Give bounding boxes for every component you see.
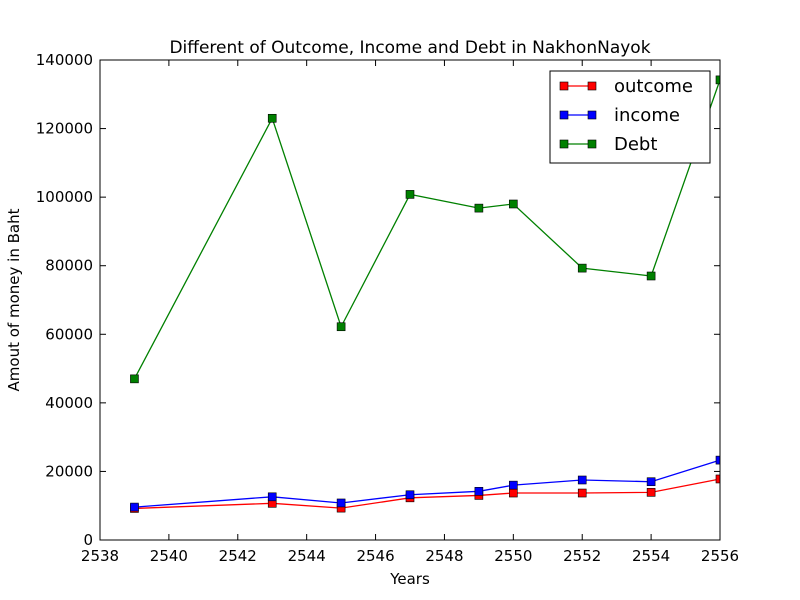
data-point-income — [267, 492, 277, 502]
y-tick-label: 40000 — [45, 394, 93, 412]
x-tick-label: 2548 — [425, 547, 463, 565]
data-point-outcome — [577, 488, 587, 498]
y-axis-label: Amout of money in Baht — [5, 208, 23, 391]
y-tick-label: 0 — [83, 531, 93, 549]
data-point-debt — [130, 374, 139, 384]
legend-marker — [559, 110, 569, 120]
series-line-income — [134, 459, 721, 508]
legend-label-debt: Debt — [614, 134, 657, 155]
data-point-income — [405, 490, 415, 500]
legend: outcome income Debt — [549, 70, 711, 164]
x-tick-label: 2540 — [150, 547, 188, 565]
x-tick-label: 2546 — [356, 547, 394, 565]
data-point-income — [509, 480, 518, 490]
data-point-outcome — [509, 488, 518, 498]
y-tick-label: 80000 — [45, 257, 93, 275]
x-tick-label: 2544 — [288, 547, 326, 565]
data-point-income — [336, 498, 346, 508]
x-tick-label: 2554 — [632, 547, 670, 565]
legend-marker — [559, 139, 569, 149]
data-point-income — [646, 477, 656, 487]
data-point-income — [577, 475, 587, 485]
data-point-debt — [267, 113, 277, 123]
y-tick-label: 20000 — [45, 462, 93, 480]
legend-label-income: income — [614, 105, 680, 126]
data-point-debt — [646, 271, 656, 281]
data-point-income — [130, 502, 139, 512]
legend-marker — [587, 139, 597, 149]
y-tick-label: 140000 — [36, 51, 93, 69]
data-point-debt — [509, 199, 518, 209]
plot-area: 2538 2540 2542 2544 2546 2548 2550 2552 2554 2556… — [36, 0, 800, 565]
plot-clip-mask — [720, 0, 800, 560]
x-axis-label: Years — [389, 570, 430, 588]
legend-marker — [587, 110, 597, 120]
legend-marker — [587, 81, 597, 91]
x-tick-label: 2538 — [81, 547, 119, 565]
y-tick-label: 100000 — [36, 188, 93, 206]
data-point-income — [474, 487, 484, 496]
data-point-outcome — [646, 488, 656, 497]
data-point-debt — [336, 322, 346, 332]
chart-title: Different of Outcome, Income and Debt in… — [169, 38, 650, 58]
y-tick-label: 60000 — [45, 325, 93, 343]
legend-label-outcome: outcome — [614, 76, 693, 97]
data-point-debt — [577, 263, 587, 273]
legend-marker — [559, 81, 569, 91]
x-tick-label: 2542 — [219, 547, 257, 565]
plot-frame — [99, 59, 721, 541]
data-point-debt — [474, 203, 484, 213]
data-point-debt — [405, 190, 415, 199]
x-tick-label: 2552 — [563, 547, 601, 565]
y-tick-label: 120000 — [36, 120, 93, 138]
x-tick-label: 2556 — [701, 547, 739, 565]
x-tick-label: 2550 — [494, 547, 532, 565]
